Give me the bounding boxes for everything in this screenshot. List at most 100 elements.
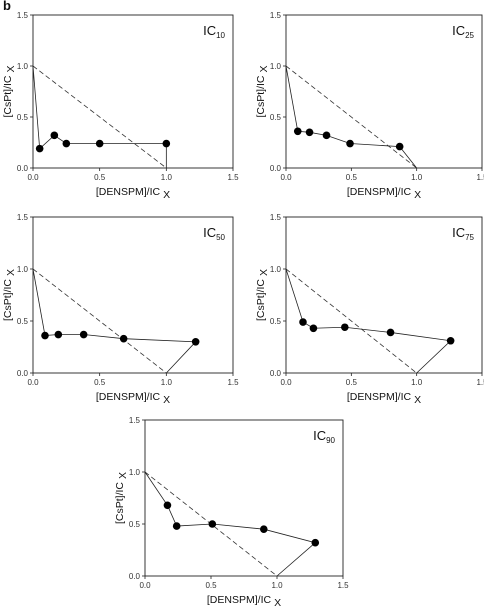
y-tick-label: 1.0 [270,265,282,274]
data-point [395,142,404,151]
y-tick-label: 0.5 [17,113,29,122]
data-point [260,525,268,533]
panel-title-subscript: 50 [216,233,225,242]
y-tick-label: 0.5 [270,317,282,326]
data-point [62,139,71,148]
y-tick-label: 0.0 [17,164,29,173]
y-tick-label: 1.5 [129,416,141,425]
y-tick-label: 1.5 [270,213,282,222]
plot-frame [285,14,483,169]
y-tick-label: 0.5 [270,113,282,122]
panel-title-main: IC [452,23,465,38]
x-tick-label: 1.0 [411,173,423,182]
y-axis-label: [CsPt]/ICX [255,269,270,321]
plot-frame [285,216,483,374]
chart-panel-2: 0.0 0.5 1.0 1.5 0.0 0.5 1.0 1.5 IC25 [DENSPM]/ICX… [255,11,484,201]
data-point [311,538,320,547]
chart-panel-5: 0.0 0.5 1.0 1.5 0.0 0.5 1.0 1.5 IC90 [DENSPM]/IC X… [114,416,349,609]
plot-frame [144,419,344,577]
panel-title-subscript: 10 [216,31,225,40]
panel-title: IC10 [203,23,225,40]
data-point [54,330,63,339]
panel-label: b [3,0,11,13]
data-point [163,501,172,510]
data-point [208,520,217,528]
panel-title-subscript: 25 [465,31,474,40]
x-tick-label: 1.5 [227,173,239,182]
data-point [346,139,354,148]
y-tick-label: 1.0 [270,62,282,71]
data-point [50,131,59,140]
y-axis-label: [CsPt]/ICX [2,269,17,321]
y-tick-label: 1.5 [17,11,29,20]
x-tick-label: 0.5 [205,581,217,590]
y-tick-label: 1.5 [17,213,29,222]
y-tick-label: 0.0 [270,369,282,378]
y-tick-label: 0.0 [129,572,141,581]
additivity-line [285,268,417,374]
x-tick-label: 1.5 [337,581,349,590]
data-point [341,323,349,332]
data-point [162,139,171,148]
y-axis-label: [CsPt]/ICX [255,65,270,117]
x-tick-label: 0.0 [27,378,39,387]
additivity-line [32,65,167,169]
x-tick-label: 0.5 [346,173,358,182]
y-tick-label: 1.0 [129,468,141,477]
plot-frame [32,216,234,374]
x-tick-label: 1.5 [476,173,484,182]
x-tick-label: 1.0 [411,378,423,387]
x-tick-label: 0.5 [346,378,358,387]
data-point [386,328,395,337]
isobole-line [285,268,452,374]
x-tick-label: 1.5 [476,378,484,387]
x-axis-label: [DENSPM]/IC X [207,594,281,609]
x-tick-label: 0.5 [94,173,106,182]
y-tick-label: 0.5 [129,520,141,529]
x-axis-label: [DENSPM]/IC X [347,186,421,201]
y-axis-label: [CsPt]/ICX [2,65,17,117]
panel-title-main: IC [452,225,465,240]
x-tick-label: 0.5 [94,378,106,387]
x-tick-label: 1.0 [161,378,173,387]
data-point [305,128,314,137]
y-tick-label: 0.5 [17,317,29,326]
data-point [119,334,128,343]
panel-title-main: IC [203,225,216,240]
y-tick-label: 1.0 [17,265,29,274]
data-point [322,131,331,140]
x-tick-label: 1.5 [227,378,239,387]
chart-panel-3: 0.0 0.5 1.0 1.5 0.0 0.5 1.0 1.5 IC50 [DENSPM]/IC X… [2,213,239,406]
data-point [191,338,200,346]
y-tick-label: 1.0 [17,62,29,71]
y-tick-label: 0.0 [17,369,29,378]
x-tick-label: 1.0 [271,581,283,590]
data-point [172,522,181,530]
x-tick-label: 0.0 [139,581,151,590]
chart-panel-4: 0.0 0.5 1.0 1.5 0.0 0.5 1.0 1.5 IC75 [DENSPM]/ICX… [255,213,484,406]
panel-title: IC50 [203,225,225,242]
panel-title: IC75 [452,225,474,242]
data-point [35,144,44,153]
x-axis-label: [DENSPM]/IC X [347,391,421,406]
x-tick-label: 0.0 [280,378,292,387]
isobole-line [144,471,317,577]
y-tick-label: 0.0 [270,164,282,173]
additivity-line [32,268,167,374]
panel-title-subscript: 90 [326,436,335,445]
x-tick-label: 0.0 [280,173,292,182]
panel-title-main: IC [313,428,326,443]
y-axis-label: [CsPt]/ICX [114,472,129,524]
data-point [299,318,307,326]
x-tick-label: 0.0 [27,173,39,182]
plot-frame [32,14,234,169]
data-point [79,330,88,339]
y-tick-label: 1.5 [270,11,282,20]
data-point [41,331,49,340]
data-point [95,139,104,148]
data-point [446,336,455,345]
isobole-line [32,268,197,374]
data-point [309,324,318,333]
x-axis-label: [DENSPM]/IC X [96,186,170,201]
